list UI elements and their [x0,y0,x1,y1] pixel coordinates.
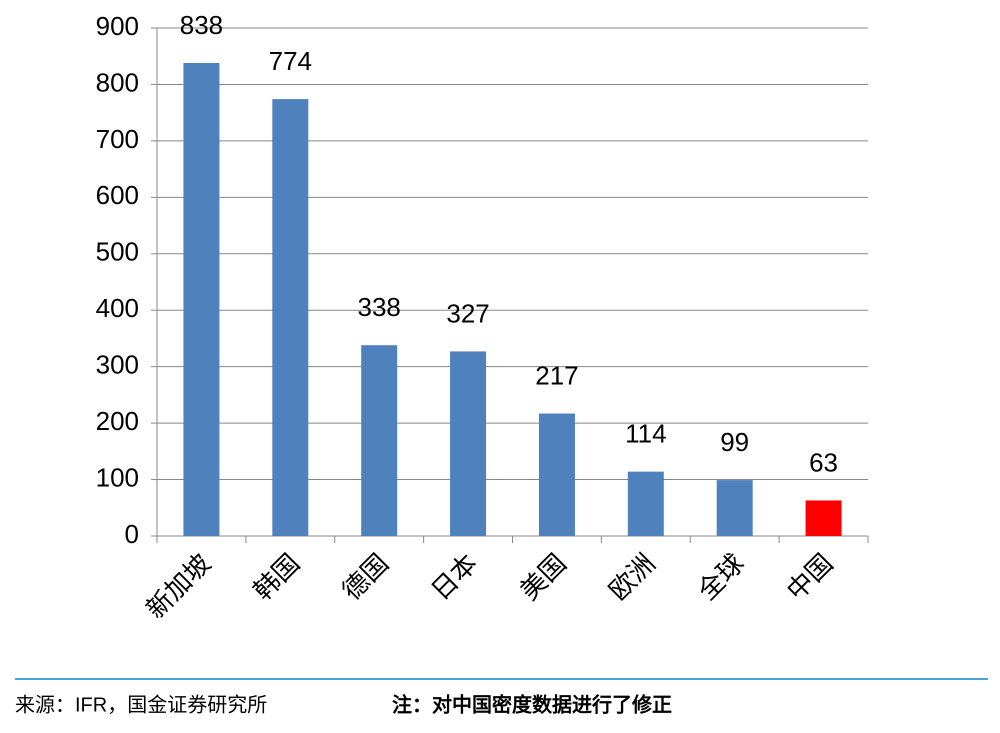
bar [538,413,575,536]
y-tick-label: 900 [96,11,139,41]
x-tick-label: 中国 [781,548,839,606]
source: 来源：IFR，国金证券研究所 [15,693,267,716]
value-label: 63 [809,447,838,477]
value-label: 99 [720,427,749,457]
y-tick-label: 200 [96,406,139,436]
x-tick-label: 美国 [514,548,572,606]
x-tick-label: 全球 [692,548,750,606]
note: 注：对中国密度数据进行了修正 [392,692,672,716]
x-tick-label: 韩国 [247,548,305,606]
value-label: 217 [535,360,578,390]
bar [450,351,487,536]
bar [183,62,220,537]
y-tick-label: 800 [96,67,139,97]
y-tick-label: 400 [96,293,139,323]
y-tick-label: 600 [96,180,139,210]
y-tick-label: 700 [96,124,139,154]
y-tick-label: 500 [96,237,139,267]
value-label: 338 [357,292,400,322]
x-tick-label: 欧洲 [603,548,661,606]
x-tick-label: 新加坡 [140,548,216,624]
x-tick-label: 德国 [336,548,394,606]
bar [272,99,309,537]
x-tick-label: 日本 [425,548,483,606]
value-label: 114 [625,419,666,449]
value-label: 838 [180,10,223,40]
value-label: 327 [446,298,489,328]
bar [361,345,398,536]
y-tick-label: 100 [96,462,139,492]
bar [805,500,842,536]
y-tick-label: 300 [96,350,139,380]
value-label: 774 [269,46,312,76]
bar [627,471,664,536]
y-tick-label: 0 [125,519,139,549]
bar [716,480,753,536]
